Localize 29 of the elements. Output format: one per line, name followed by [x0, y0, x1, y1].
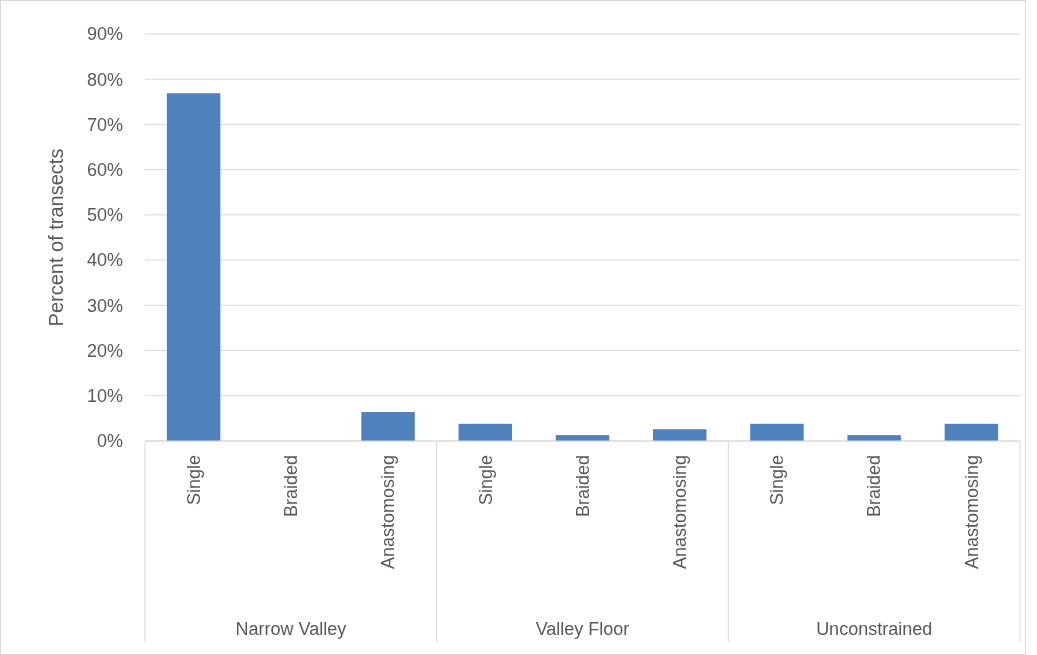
text: Unconstrained [816, 619, 933, 640]
bar [166, 93, 221, 441]
y-tick-label: 10% [86, 386, 123, 407]
x-tick-label: Single [475, 455, 496, 506]
bar [944, 423, 999, 441]
x-tick-label: Braided [281, 455, 302, 518]
text: Narrow Valley [235, 619, 347, 640]
bar [361, 412, 415, 441]
y-tick-label: 90% [86, 24, 123, 45]
x-tick-label: Anastomosing [670, 455, 691, 570]
y-tick-label: 20% [86, 340, 123, 361]
x-tick-label: Anastomosing [378, 455, 399, 570]
y-tick-label: 40% [86, 250, 123, 271]
y-tick-label: 30% [86, 295, 123, 316]
x-tick-label: Braided [864, 455, 885, 518]
x-tick-label: Single [767, 455, 788, 506]
bar [652, 429, 707, 441]
text: Valley Floor [535, 619, 630, 640]
y-tick-label: 50% [86, 205, 123, 226]
bar [750, 423, 804, 441]
y-axis-title: Percent of transects [45, 148, 67, 327]
y-tick-label: 70% [86, 114, 123, 135]
x-tick-label: Braided [572, 455, 593, 518]
bar [458, 423, 513, 441]
y-tick-label: 60% [86, 159, 123, 180]
y-tick-label: 0% [96, 431, 123, 452]
x-tick-label: Anastomosing [961, 455, 982, 570]
y-tick-label: 80% [86, 69, 123, 90]
x-tick-label: Single [183, 455, 204, 506]
